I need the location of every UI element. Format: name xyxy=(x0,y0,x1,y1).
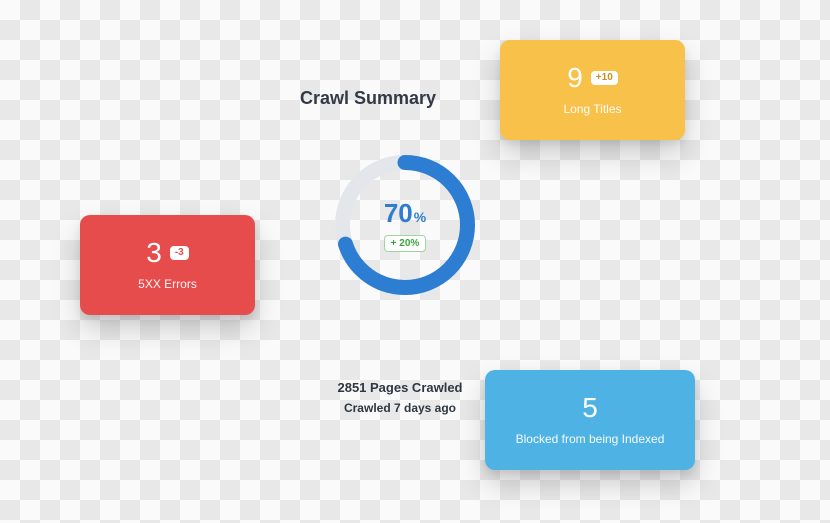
card-5xx-errors[interactable]: 3 -3 5XX Errors xyxy=(80,215,255,315)
card-value-row: 9 +10 xyxy=(567,64,618,92)
donut-percent-suffix: % xyxy=(414,209,426,225)
donut-chart: 70% + 20% xyxy=(330,150,480,300)
card-value: 5 xyxy=(582,394,598,422)
dashboard-stage: Crawl Summary 3 -3 5XX Errors 9 +10 Long… xyxy=(0,0,830,523)
donut-percent: 70% xyxy=(384,198,426,229)
donut-center: 70% + 20% xyxy=(330,150,480,300)
card-value: 3 xyxy=(146,239,162,267)
card-long-titles[interactable]: 9 +10 Long Titles xyxy=(500,40,685,140)
card-delta-badge: +10 xyxy=(591,71,618,85)
card-value-row: 3 -3 xyxy=(146,239,188,267)
crawled-ago-text: Crawled 7 days ago xyxy=(300,401,500,415)
donut-percent-value: 70 xyxy=(384,198,413,228)
card-value: 9 xyxy=(567,64,583,92)
page-title: Crawl Summary xyxy=(300,88,436,109)
card-label: 5XX Errors xyxy=(138,277,197,291)
crawl-meta: 2851 Pages Crawled Crawled 7 days ago xyxy=(300,380,500,415)
crawl-progress-donut: 70% + 20% xyxy=(330,150,480,300)
card-label: Blocked from being Indexed xyxy=(516,432,665,446)
card-value-row: 5 xyxy=(582,394,598,422)
card-delta-badge: -3 xyxy=(170,246,189,260)
card-label: Long Titles xyxy=(563,102,621,116)
pages-crawled-text: 2851 Pages Crawled xyxy=(300,380,500,395)
donut-delta-badge: + 20% xyxy=(384,235,427,252)
card-blocked-indexed[interactable]: 5 Blocked from being Indexed xyxy=(485,370,695,470)
